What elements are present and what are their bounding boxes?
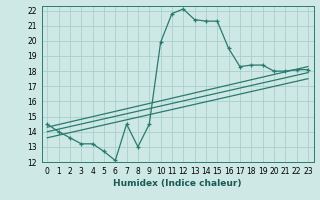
X-axis label: Humidex (Indice chaleur): Humidex (Indice chaleur) [113, 179, 242, 188]
